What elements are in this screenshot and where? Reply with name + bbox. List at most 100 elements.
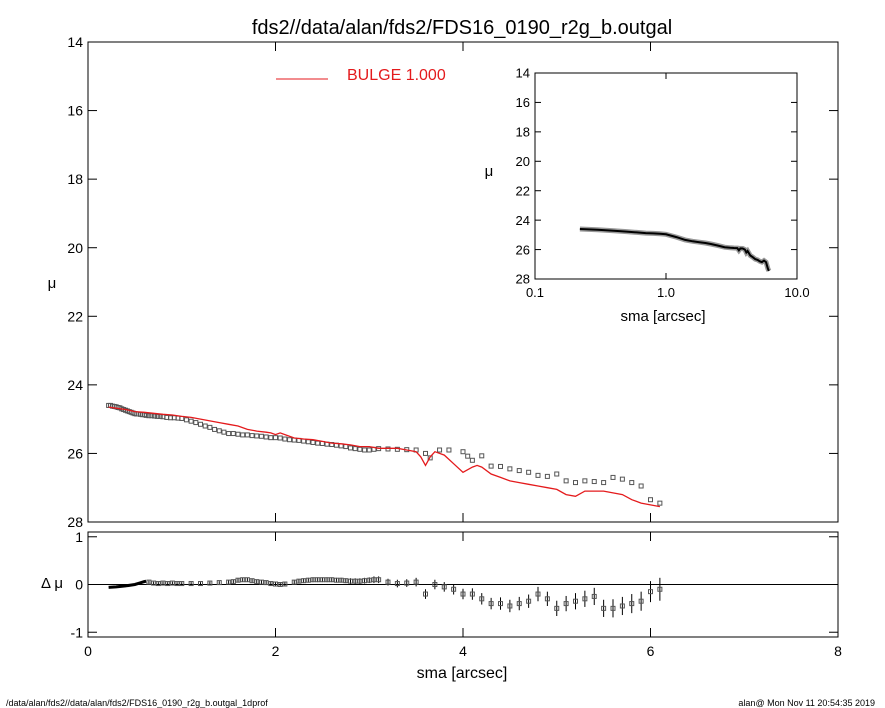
- residual-y-axis-label: Δ μ: [41, 575, 63, 592]
- residual-y-tick-label: -1: [71, 624, 84, 640]
- residual-point: [277, 582, 283, 587]
- residual-point: [413, 579, 419, 585]
- residual-point: [273, 581, 278, 587]
- inset-profile-line: [579, 228, 770, 272]
- residual-x-tick-label: 6: [647, 643, 655, 659]
- residual-point: [357, 578, 363, 584]
- main-y-tick-label: 18: [67, 171, 83, 187]
- data-point: [263, 434, 269, 440]
- data-point: [498, 463, 503, 469]
- data-point: [226, 431, 232, 437]
- residual-point: [216, 580, 222, 586]
- residual-point: [268, 581, 274, 587]
- data-point: [212, 426, 218, 432]
- residual-x-tick-label: 0: [84, 643, 92, 659]
- residual-point: [366, 577, 372, 583]
- data-point: [638, 483, 644, 489]
- residual-point: [563, 601, 569, 607]
- residual-x-tick-label: 4: [459, 643, 467, 659]
- footer-timestamp: alan@ Mon Nov 11 20:54:35 2019: [738, 698, 875, 708]
- residual-point: [516, 601, 522, 607]
- residual-point: [146, 579, 152, 585]
- residual-point: [376, 577, 382, 583]
- data-point: [423, 450, 428, 456]
- inset-y-tick-label: 22: [516, 183, 530, 198]
- residual-point: [244, 577, 250, 583]
- data-point: [648, 497, 653, 503]
- data-point: [554, 471, 560, 477]
- inset-y-tick-label: 14: [516, 66, 530, 81]
- residual-point: [507, 603, 513, 609]
- residual-point: [460, 591, 466, 597]
- data-point: [357, 446, 363, 452]
- data-point: [207, 424, 213, 430]
- main-y-tick-label: 28: [67, 514, 83, 530]
- main-y-tick-label: 24: [67, 377, 83, 393]
- inset-panel: 14 16 18 20 22 24 26 280.1 1.0 10.0: [500, 60, 810, 330]
- data-point: [507, 466, 513, 472]
- data-point: [427, 455, 433, 461]
- data-point: [198, 421, 203, 427]
- residual-point: [301, 578, 307, 584]
- data-point: [152, 413, 158, 419]
- data-point: [235, 431, 241, 437]
- residual-point: [249, 578, 255, 584]
- residual-point: [169, 580, 175, 586]
- main-panel: 14 16 18 20 22 24 26 28 BULGE 1.000: [67, 34, 839, 530]
- data-point: [460, 449, 466, 455]
- residual-point: [432, 582, 438, 587]
- residual-point: [315, 577, 321, 583]
- data-point: [488, 463, 494, 469]
- residual-point: [160, 580, 166, 586]
- data-point: [143, 412, 149, 418]
- data-point: [535, 472, 541, 478]
- data-point: [469, 457, 475, 463]
- residual-point: [319, 577, 325, 583]
- residual-x-tick-label: 8: [834, 643, 842, 659]
- residual-point: [479, 596, 485, 602]
- data-point: [216, 428, 222, 434]
- main-y-tick-label: 16: [67, 103, 83, 119]
- data-point: [146, 413, 152, 419]
- inset-x-tick-label: 10.0: [784, 285, 809, 300]
- residual-point: [305, 577, 311, 583]
- residual-y-tick-label: 0: [75, 577, 83, 593]
- residual-point: [226, 579, 232, 585]
- residual-x-tick-label: 2: [272, 643, 280, 659]
- residual-point: [258, 579, 264, 585]
- residual-point: [310, 577, 316, 583]
- data-point: [573, 480, 578, 486]
- data-point: [240, 432, 246, 438]
- data-point: [277, 435, 283, 441]
- inset-y-tick-label: 28: [516, 272, 530, 287]
- data-point: [230, 431, 236, 437]
- data-point: [582, 478, 588, 484]
- residual-point: [291, 579, 297, 585]
- residual-point: [230, 579, 236, 585]
- data-point: [657, 500, 663, 506]
- inset-y-axis-label: μ: [485, 163, 494, 180]
- data-point: [446, 447, 452, 453]
- residual-y-tick-label: 1: [75, 529, 83, 545]
- data-point: [526, 469, 532, 475]
- residual-point: [526, 598, 532, 604]
- data-point: [310, 439, 316, 445]
- residual-point: [601, 605, 607, 611]
- residual-point: [207, 580, 213, 586]
- data-point: [610, 474, 616, 480]
- inset-x-tick-label: 0.1: [526, 285, 544, 300]
- main-y-tick-label: 14: [67, 34, 83, 50]
- residual-point: [155, 581, 161, 587]
- residual-point: [371, 577, 377, 583]
- main-y-tick-label: 26: [67, 445, 83, 461]
- residual-point: [352, 578, 358, 584]
- residual-point: [610, 605, 616, 611]
- inset-x-axis-label: sma [arcsec]: [620, 308, 705, 325]
- residual-point: [235, 577, 241, 583]
- inset-background: [500, 60, 810, 330]
- residual-point: [638, 598, 644, 604]
- data-point: [305, 439, 311, 445]
- data-point: [343, 444, 349, 450]
- data-point: [385, 446, 391, 452]
- residual-point: [535, 591, 541, 597]
